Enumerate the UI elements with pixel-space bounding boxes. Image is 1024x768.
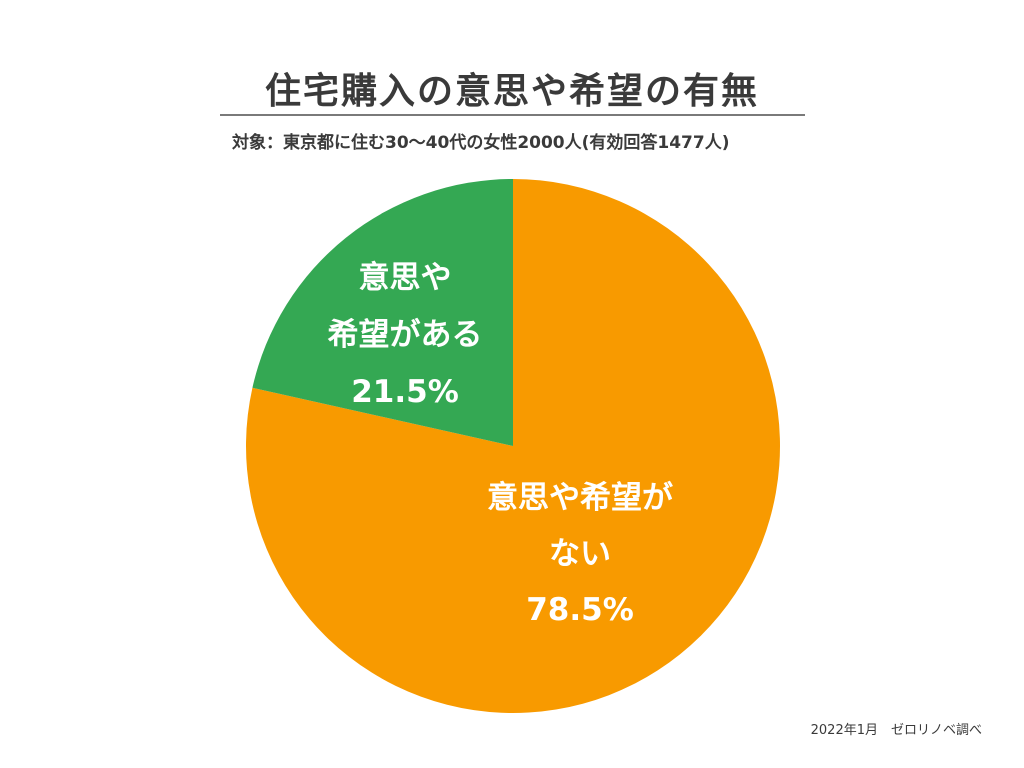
slice-label-no-line1: 意思や希望が [487, 480, 673, 516]
chart-subtitle: 対象：東京都に住む30〜40代の女性2000人(有効回答1477人) [232, 133, 730, 153]
slice-label-no: 意思や希望が ない 78.5% [487, 470, 673, 638]
slice-label-yes-line1: 意思や [358, 260, 452, 296]
pie-slice-no [246, 179, 780, 714]
slice-label-yes: 意思や 希望がある 21.5% [328, 250, 483, 421]
slice-label-no-value: 78.5% [526, 592, 634, 628]
slice-label-yes-value: 21.5% [351, 374, 459, 410]
slice-label-yes-line2: 希望がある [327, 317, 483, 353]
chart-title: 住宅購入の意思や希望の有無 [264, 71, 759, 112]
pie-slice-yes [252, 179, 513, 446]
title-divider [220, 114, 805, 116]
source-note: 2022年1月 ゼロリノベ調べ [810, 723, 982, 738]
slice-label-no-line2: ない [549, 536, 611, 572]
